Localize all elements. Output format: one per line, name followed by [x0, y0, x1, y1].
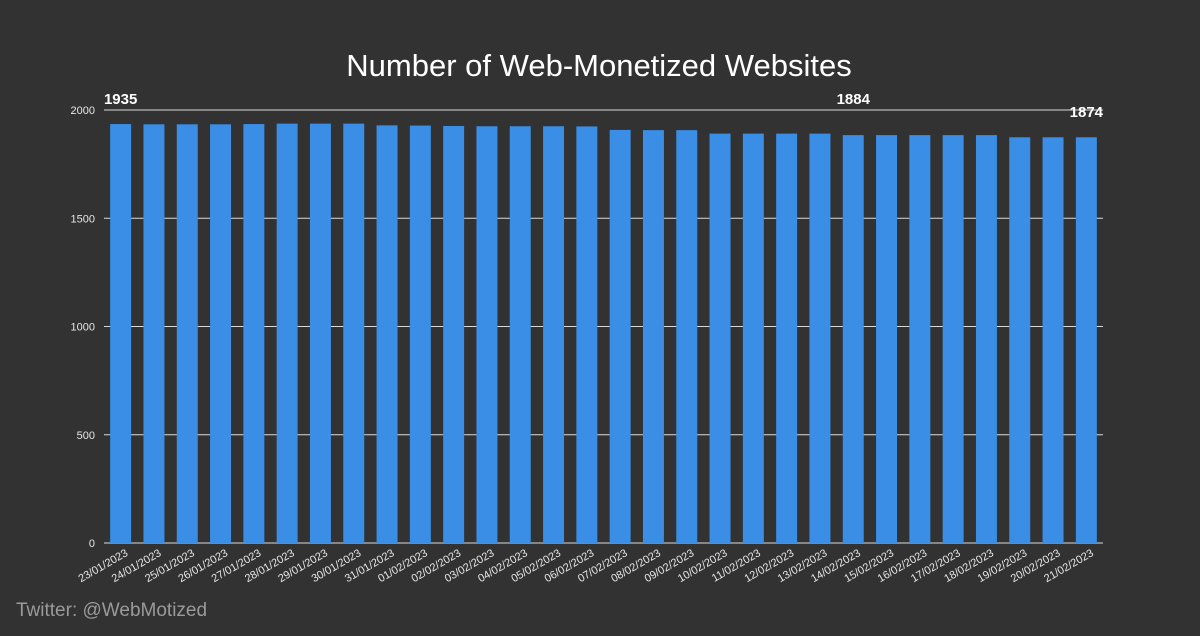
data-label-1874: 1874 — [1070, 104, 1104, 121]
bar-14/02/2023 — [842, 135, 864, 543]
bar-16/02/2023 — [909, 135, 931, 543]
bar-09/02/2023 — [676, 130, 698, 543]
bar-13/02/2023 — [809, 133, 831, 543]
bar-25/01/2023 — [176, 124, 198, 543]
bar-02/02/2023 — [443, 126, 465, 544]
bar-27/01/2023 — [243, 124, 265, 543]
bar-15/02/2023 — [876, 135, 898, 543]
y-tick-label: 500 — [77, 430, 95, 442]
bar-18/02/2023 — [975, 135, 997, 543]
bar-07/02/2023 — [609, 129, 631, 543]
bar-10/02/2023 — [709, 133, 731, 543]
bar-20/02/2023 — [1042, 137, 1064, 544]
bar-28/01/2023 — [276, 123, 298, 544]
bar-04/02/2023 — [509, 126, 531, 544]
bar-06/02/2023 — [576, 126, 598, 543]
y-axis-tick-labels: 0 500 1000 1500 2000 — [71, 105, 95, 550]
y-tick-label: 1000 — [71, 322, 95, 334]
bar-11/02/2023 — [742, 133, 764, 543]
data-label-1884: 1884 — [837, 91, 871, 108]
data-label-1935: 1935 — [104, 91, 137, 108]
x-axis-tick-labels: 23/01/202324/01/202325/01/202326/01/2023… — [76, 547, 1095, 585]
bar-29/01/2023 — [309, 123, 331, 544]
y-tick-label: 0 — [89, 538, 95, 550]
credit-text: Twitter: @WebMotized — [16, 600, 208, 621]
bar-21/02/2023 — [1075, 137, 1097, 544]
bar-23/01/2023 — [110, 124, 132, 543]
grid-lines — [104, 109, 1103, 544]
bar-17/02/2023 — [942, 135, 964, 543]
bar-08/02/2023 — [642, 130, 664, 543]
chart-title: Number of Web-Monetized Websites — [346, 48, 851, 83]
bar-31/01/2023 — [376, 125, 398, 544]
bar-24/01/2023 — [143, 124, 165, 543]
bar-01/02/2023 — [409, 125, 431, 543]
bar-12/02/2023 — [776, 133, 798, 543]
bar-03/02/2023 — [476, 126, 498, 544]
bar-30/01/2023 — [343, 123, 365, 544]
y-tick-label: 1500 — [71, 213, 95, 225]
y-tick-label: 2000 — [71, 105, 95, 117]
bar-26/01/2023 — [210, 124, 232, 543]
bar-05/02/2023 — [543, 126, 565, 544]
bars — [110, 123, 1097, 544]
data-labels: 1935 1884 1874 — [104, 91, 1104, 121]
bar-19/02/2023 — [1009, 137, 1031, 544]
